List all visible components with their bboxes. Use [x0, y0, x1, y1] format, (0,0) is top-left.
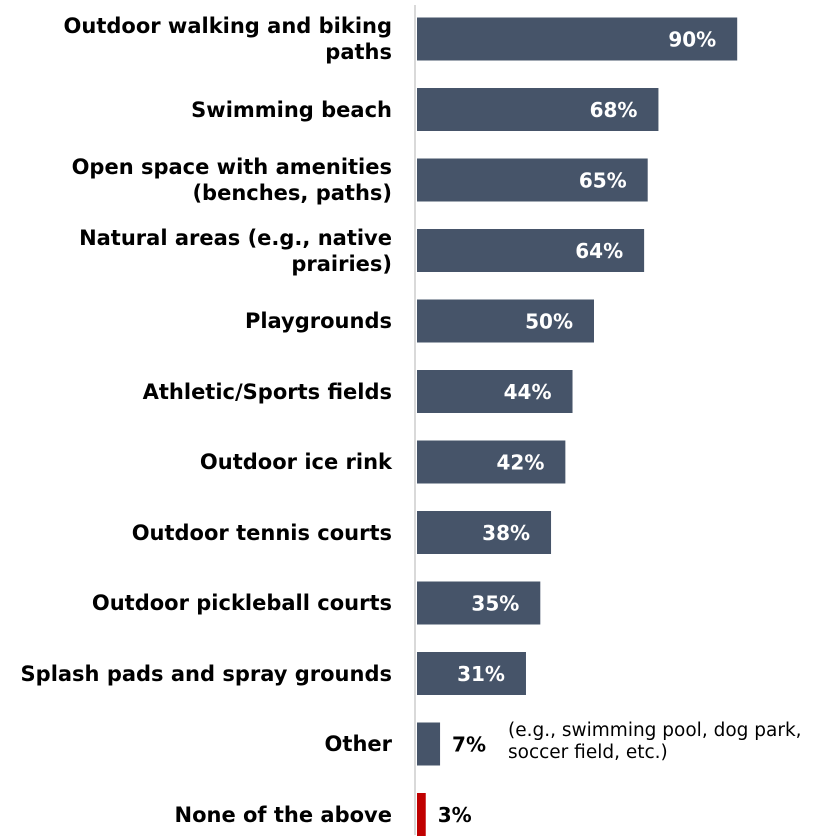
data-label: 68% — [590, 98, 638, 122]
bar — [417, 793, 426, 836]
other-annotation: (e.g., swimming pool, dog park, soccer f… — [508, 720, 802, 763]
category-label: Outdoor ice rink — [0, 449, 392, 475]
data-label: 7% — [452, 733, 486, 757]
category-label-text: Outdoor ice rink — [199, 450, 392, 474]
category-label: Outdoor pickleball courts — [0, 590, 392, 616]
category-label-text: Other — [324, 732, 392, 756]
category-label: Outdoor walking and biking paths — [0, 13, 392, 65]
category-label: Playgrounds — [0, 308, 392, 334]
category-label-text: Playgrounds — [244, 309, 392, 333]
data-label: 35% — [471, 592, 519, 616]
bar — [417, 229, 645, 272]
bar — [417, 88, 659, 131]
bar — [417, 158, 648, 202]
data-label: 3% — [438, 803, 472, 827]
category-label: Natural areas (e.g., native prairies) — [0, 225, 392, 277]
bar — [417, 511, 552, 554]
data-label: 50% — [525, 310, 573, 334]
category-label-text: Athletic/Sports fields — [142, 379, 392, 404]
data-label: 42% — [496, 451, 544, 475]
bar — [417, 370, 573, 413]
data-label: 38% — [482, 521, 530, 545]
category-label: Athletic/Sports fields — [0, 379, 392, 405]
category-label-text: Natural areas (e.g., native prairies) — [79, 225, 392, 276]
bar — [417, 581, 541, 625]
data-label: 90% — [668, 28, 716, 52]
category-label-text: Outdoor walking and biking paths — [63, 14, 392, 64]
category-label-text: Outdoor pickleball courts — [91, 591, 392, 615]
data-label: 65% — [579, 169, 627, 193]
bar — [417, 652, 526, 695]
category-label: Open space with amenities (benches, paths… — [0, 154, 392, 206]
category-label: None of the above — [0, 802, 393, 828]
bar — [417, 299, 594, 343]
category-label-text: Swimming beach — [191, 97, 392, 122]
data-label: 64% — [575, 239, 623, 263]
data-label: 31% — [457, 662, 505, 686]
category-label-text: None of the above — [174, 802, 393, 827]
category-label-text: Open space with amenities (benches, paths… — [71, 155, 392, 205]
bar — [417, 17, 738, 61]
bar — [417, 722, 441, 766]
category-label: Swimming beach — [0, 97, 392, 123]
category-label: Outdoor tennis courts — [0, 520, 392, 546]
category-label-text: Splash pads and spray grounds — [20, 661, 392, 686]
category-label: Splash pads and spray grounds — [0, 661, 392, 687]
data-label: 44% — [504, 380, 552, 404]
category-label-text: Outdoor tennis courts — [131, 520, 392, 545]
category-label: Other — [0, 731, 392, 757]
bar — [417, 440, 566, 484]
